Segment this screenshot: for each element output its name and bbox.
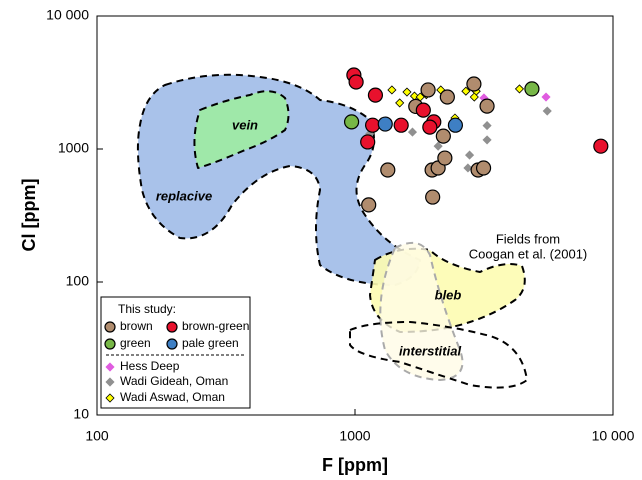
point <box>422 119 438 135</box>
point <box>407 127 418 137</box>
annotation: Fields from <box>496 231 560 246</box>
point <box>377 116 393 132</box>
point <box>402 87 412 97</box>
lower-field <box>379 241 464 382</box>
legend-swatch <box>166 321 178 333</box>
field-label: interstitial <box>399 343 462 358</box>
point <box>367 87 384 103</box>
point <box>466 76 482 92</box>
legend-label: Wadi Gideah, Oman <box>120 374 228 388</box>
legend-swatch <box>166 338 178 350</box>
point <box>380 162 396 178</box>
vein-field <box>193 90 290 169</box>
field-label: bleb <box>435 287 462 302</box>
legend-swatch <box>104 338 116 350</box>
point <box>514 84 525 94</box>
legend-box <box>100 296 251 409</box>
y-axis-title: Cl [ppm] <box>19 179 39 252</box>
field-label: vein <box>232 117 258 132</box>
point <box>433 141 443 151</box>
point <box>437 150 453 166</box>
point <box>469 92 479 102</box>
point <box>343 114 360 130</box>
point <box>542 106 552 116</box>
point <box>393 117 409 133</box>
field-label: replacive <box>156 188 212 203</box>
legend-label: green <box>120 336 151 350</box>
point <box>593 138 609 154</box>
point <box>395 98 405 108</box>
point <box>435 128 451 144</box>
legend-label: pale green <box>182 336 239 350</box>
legend: This study: brown brown-green green pale gr… <box>100 296 251 409</box>
point <box>463 163 473 173</box>
legend-swatch <box>105 393 115 403</box>
point <box>464 150 475 160</box>
legend-label: Hess Deep <box>120 359 180 373</box>
point <box>482 121 492 131</box>
legend-label: brown-green <box>182 319 249 333</box>
point <box>479 98 495 114</box>
point <box>475 160 492 176</box>
legend-swatch <box>104 321 116 333</box>
legend-swatch <box>105 377 115 387</box>
annotation: Coogan et al. (2001) <box>469 246 588 261</box>
y-tick-label: 100 <box>66 273 90 289</box>
point <box>541 92 551 102</box>
legend-heading: This study: <box>118 302 176 316</box>
point <box>447 117 464 133</box>
x-tick-label: 1000 <box>339 428 370 444</box>
x-tick-label: 10 000 <box>592 428 635 444</box>
point <box>364 117 381 133</box>
point <box>415 102 431 118</box>
point <box>482 135 492 145</box>
point <box>461 86 471 96</box>
y-tick-label: 10 000 <box>46 7 89 23</box>
legend-label: Wadi Aswad, Oman <box>120 390 225 404</box>
x-axis-title: F [ppm] <box>322 455 388 475</box>
point <box>524 81 540 97</box>
point <box>425 189 441 205</box>
point <box>360 134 376 150</box>
x-tick-label: 100 <box>85 428 109 444</box>
legend-label: brown <box>120 319 153 333</box>
y-tick-label: 10 <box>73 406 89 422</box>
point <box>348 74 364 90</box>
point <box>420 82 436 98</box>
legend-swatch <box>105 362 115 372</box>
interstitial-field <box>349 321 528 389</box>
point <box>439 89 455 105</box>
y-tick-label: 1000 <box>58 140 89 156</box>
point <box>387 85 397 95</box>
point <box>361 197 377 213</box>
